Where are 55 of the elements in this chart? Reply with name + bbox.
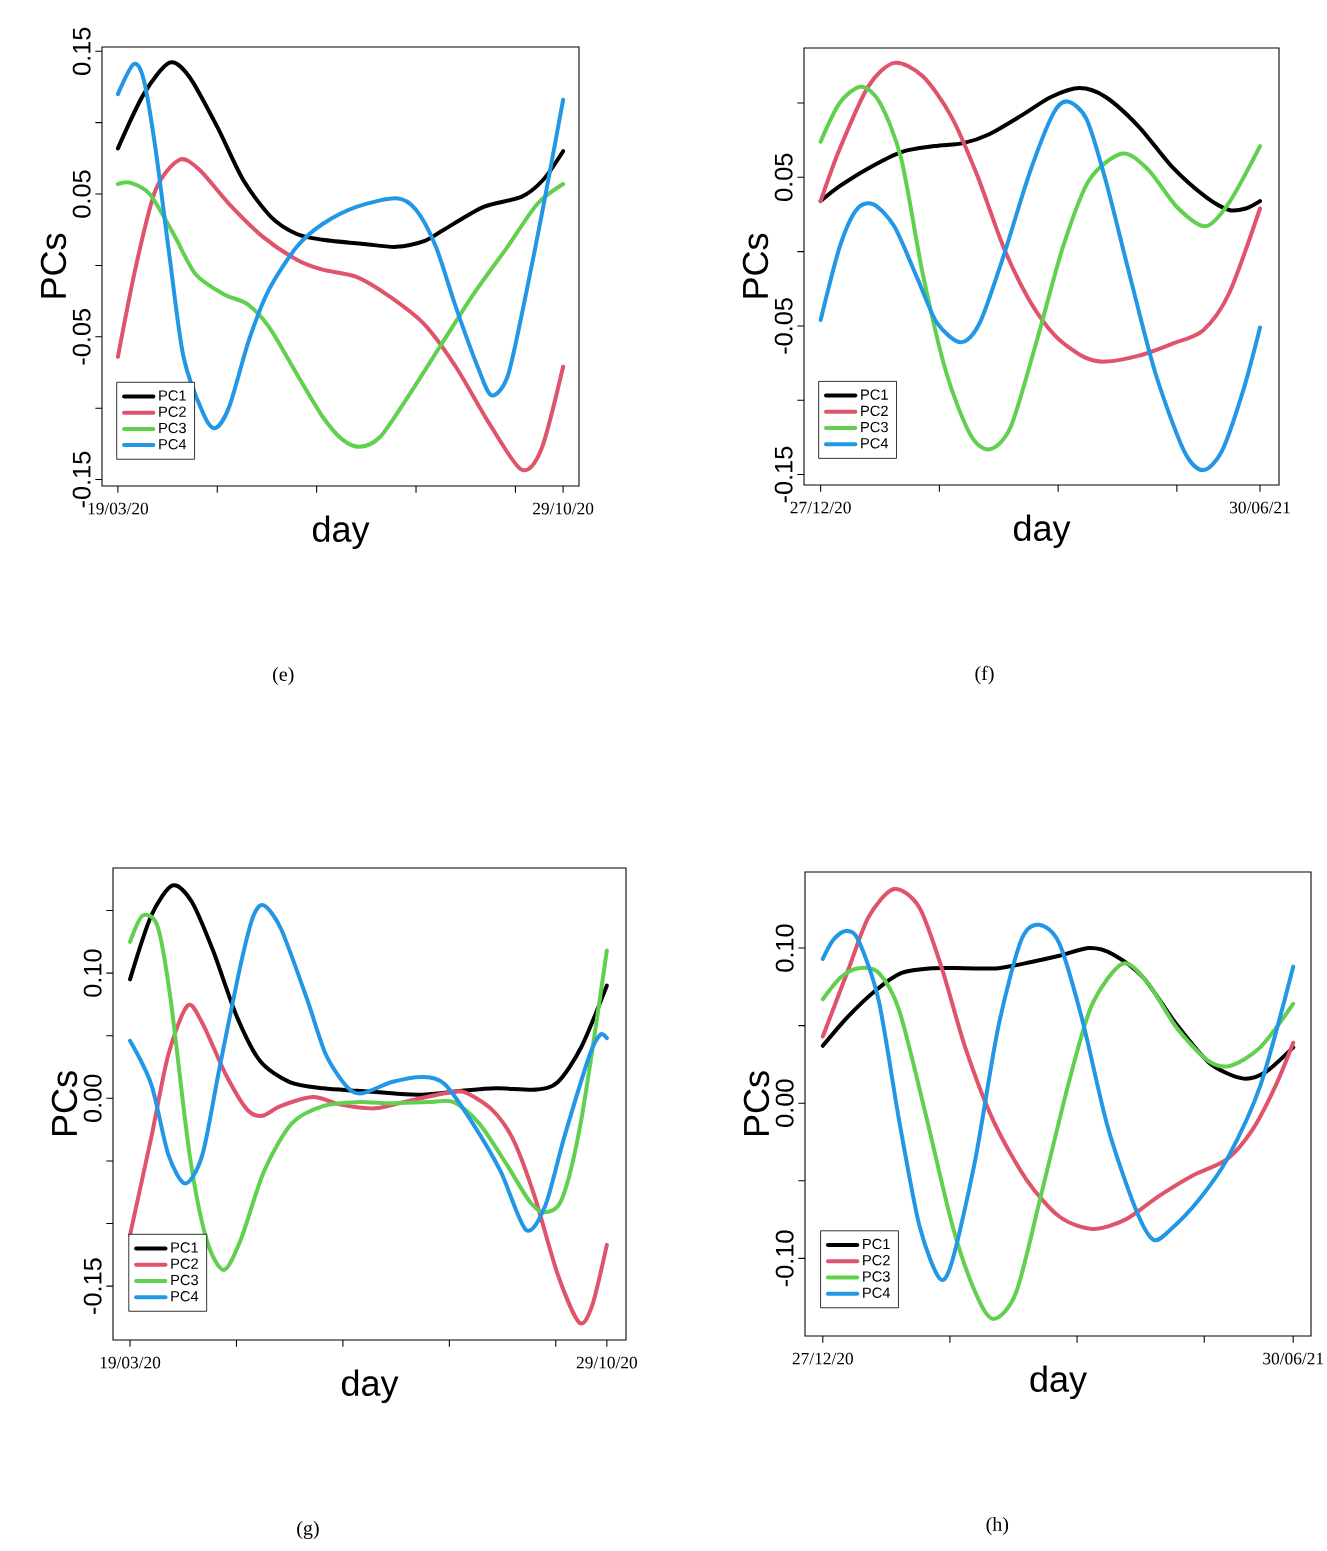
legend-label: PC1 bbox=[159, 390, 186, 401]
legend-label: PC4 bbox=[159, 439, 187, 450]
x-tick-label: 19/03/20 bbox=[100, 1356, 161, 1369]
y-tick-label: 0.10 bbox=[775, 924, 794, 972]
legend-label: PC4 bbox=[861, 438, 889, 449]
y-axis-title: PCs bbox=[742, 233, 769, 298]
y-tick-label: -0.05 bbox=[774, 298, 793, 354]
y-tick-label: 0.15 bbox=[72, 27, 91, 75]
x-axis-title: day bbox=[1014, 514, 1071, 549]
line-series bbox=[128, 1003, 609, 1325]
legend-label: PC2 bbox=[861, 405, 888, 417]
x-tick-label: 27/12/20 bbox=[790, 501, 851, 514]
legend-label: PC3 bbox=[861, 421, 888, 433]
y-axis-title: PCs bbox=[51, 1071, 78, 1136]
x-tick-label: 30/06/21 bbox=[1263, 1352, 1323, 1365]
y-tick-label: 0.05 bbox=[774, 153, 793, 201]
legend-label: PC1 bbox=[863, 1238, 890, 1250]
line-series bbox=[115, 60, 566, 249]
y-tick-label: -0.05 bbox=[72, 308, 91, 365]
x-axis-title: day bbox=[1030, 1365, 1087, 1400]
legend-label: PC2 bbox=[863, 1255, 890, 1266]
y-tick-label: 0.05 bbox=[72, 170, 91, 218]
legend-label: PC1 bbox=[861, 389, 888, 400]
legend-label: PC2 bbox=[171, 1258, 198, 1269]
line-series bbox=[820, 922, 1296, 1282]
line-series bbox=[820, 961, 1296, 1321]
y-axis-title: PCs bbox=[743, 1071, 770, 1136]
text: (g) bbox=[297, 1520, 319, 1540]
line-series bbox=[818, 60, 1263, 364]
y-tick-label: -0.15 bbox=[72, 451, 91, 508]
legend-label: PC3 bbox=[171, 1274, 198, 1286]
text: (f) bbox=[975, 665, 994, 685]
y-axis-title: PCs bbox=[40, 233, 67, 298]
x-axis-title: day bbox=[341, 1369, 399, 1404]
text: (e) bbox=[273, 666, 294, 686]
line-series bbox=[820, 887, 1296, 1231]
legend-label: PC4 bbox=[171, 1291, 199, 1302]
text: (h) bbox=[986, 1516, 1009, 1536]
y-tick-label: 0.00 bbox=[775, 1079, 794, 1127]
legend-label: PC2 bbox=[159, 406, 186, 417]
y-tick-label: 0.10 bbox=[83, 949, 102, 997]
legend-label: PC3 bbox=[863, 1271, 890, 1282]
y-tick-label: -0.10 bbox=[775, 1230, 794, 1287]
y-tick-label: -0.15 bbox=[83, 1258, 102, 1314]
x-tick-label: 30/06/21 bbox=[1230, 501, 1290, 514]
y-tick-label: 0.00 bbox=[83, 1074, 102, 1122]
y-tick-label: -0.15 bbox=[774, 446, 793, 503]
x-tick-label: 27/12/20 bbox=[792, 1352, 853, 1365]
x-tick-label: 29/10/20 bbox=[576, 1356, 638, 1369]
x-tick-label: 19/03/20 bbox=[88, 502, 149, 515]
x-tick-label: 29/10/20 bbox=[533, 502, 594, 515]
legend-label: PC3 bbox=[159, 422, 186, 434]
x-axis-title: day bbox=[312, 515, 370, 550]
legend-label: PC4 bbox=[863, 1287, 891, 1298]
legend-label: PC1 bbox=[171, 1242, 198, 1253]
